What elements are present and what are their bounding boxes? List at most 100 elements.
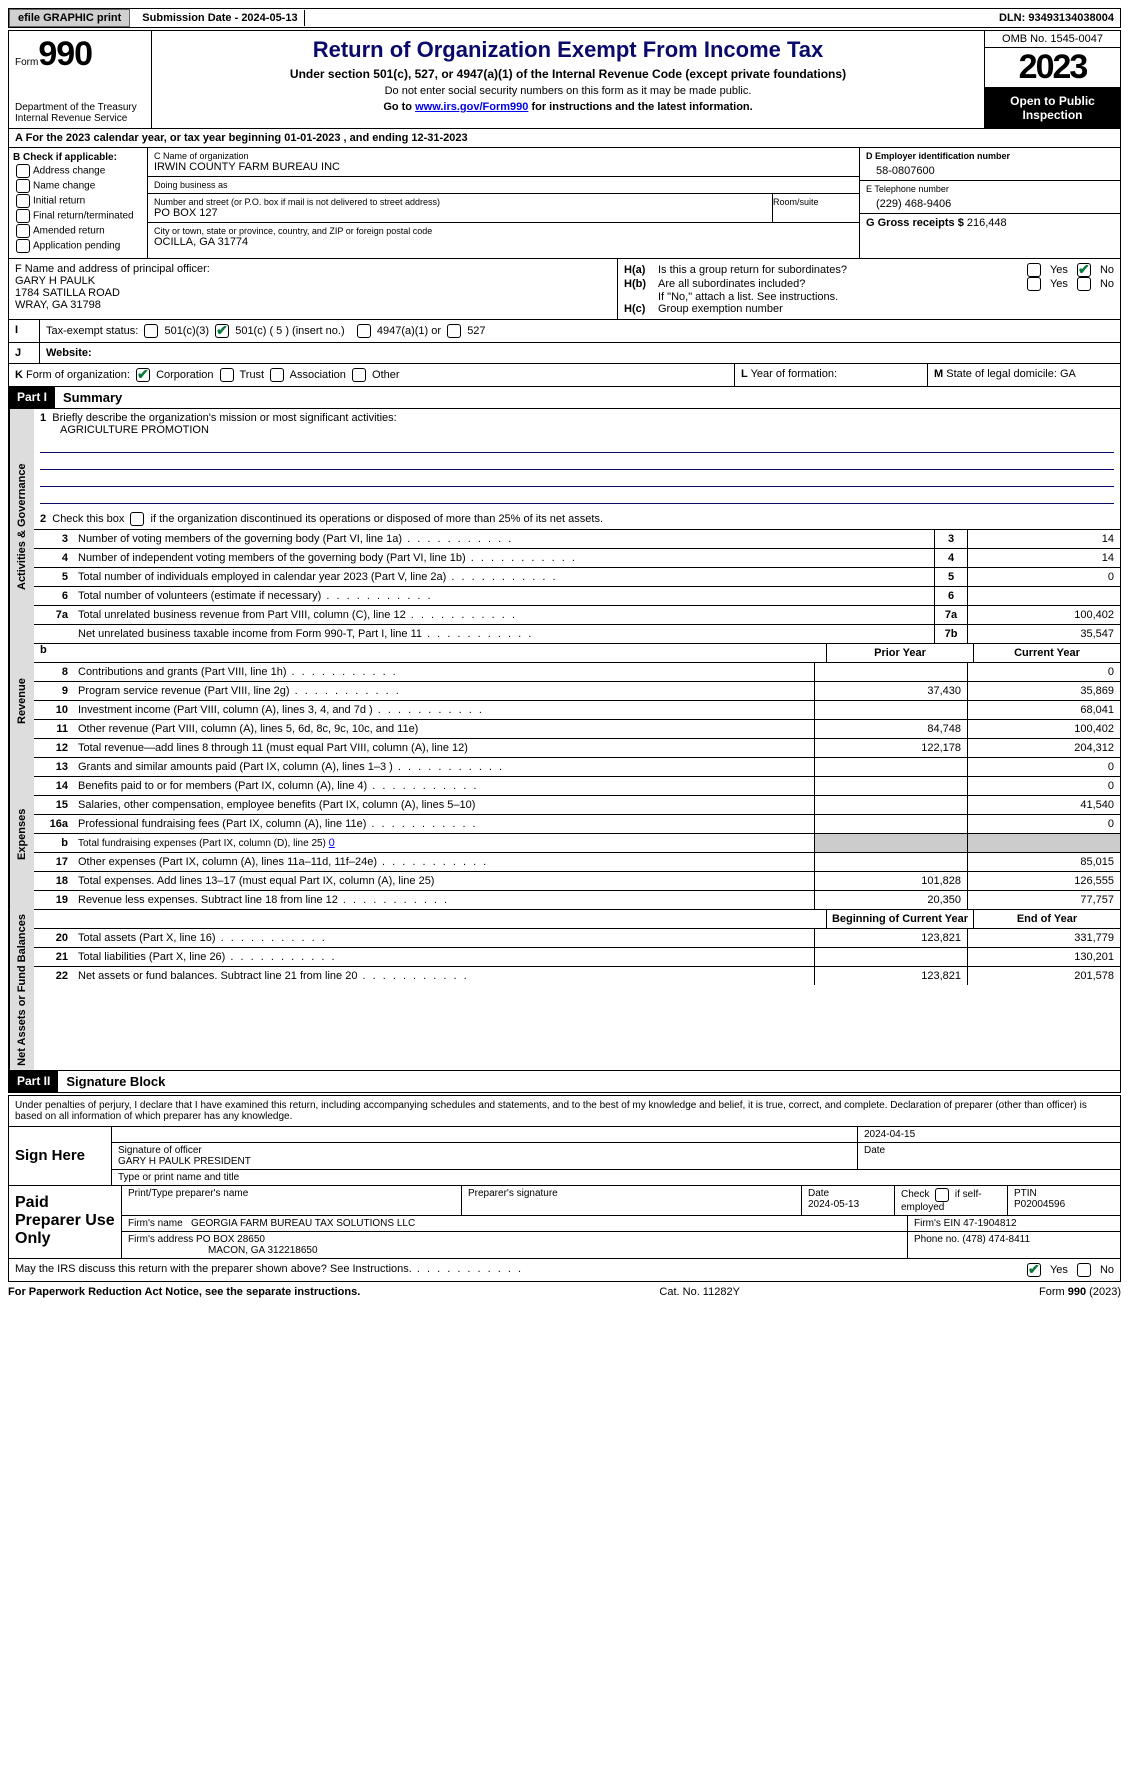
chk-name-change[interactable] bbox=[16, 179, 30, 193]
chk-501c[interactable] bbox=[215, 324, 229, 338]
vtab-netassets: Net Assets or Fund Balances bbox=[9, 910, 34, 1070]
line-a-mid: , and ending bbox=[340, 132, 411, 144]
hb-lbl: H(b) bbox=[624, 278, 658, 290]
firmaddr1: PO BOX 28650 bbox=[196, 1234, 265, 1245]
l7b: Net unrelated business taxable income fr… bbox=[74, 625, 934, 643]
psig-lbl: Preparer's signature bbox=[462, 1186, 802, 1215]
hc-lbl: H(c) bbox=[624, 303, 658, 315]
ha-yes: Yes bbox=[1050, 264, 1068, 276]
p13 bbox=[814, 758, 967, 776]
v4: 14 bbox=[967, 549, 1120, 567]
officer-sig: GARY H PAULK PRESIDENT bbox=[118, 1156, 251, 1167]
mission: AGRICULTURE PROMOTION bbox=[40, 424, 209, 436]
l15: Salaries, other compensation, employee b… bbox=[74, 796, 814, 814]
chk-app-pending[interactable] bbox=[16, 239, 30, 253]
irs-link[interactable]: www.irs.gov/Form990 bbox=[415, 101, 528, 113]
ptin: P02004596 bbox=[1014, 1199, 1065, 1210]
row-j: J Website: bbox=[8, 343, 1121, 364]
chk-discontinued[interactable] bbox=[130, 512, 144, 526]
discuss-text: May the IRS discuss this return with the… bbox=[15, 1263, 1024, 1277]
b-amend: Amended return bbox=[33, 226, 105, 237]
c-city-lbl: City or town, state or province, country… bbox=[154, 226, 853, 236]
k-trust: Trust bbox=[239, 369, 264, 381]
i-501c3: 501(c)(3) bbox=[164, 325, 209, 337]
l7a: Total unrelated business revenue from Pa… bbox=[74, 606, 934, 624]
col-prior: Prior Year bbox=[826, 644, 973, 662]
efile-print-button[interactable]: efile GRAPHIC print bbox=[9, 9, 130, 27]
tax-year: 2023 bbox=[985, 48, 1120, 88]
l13: Grants and similar amounts paid (Part IX… bbox=[74, 758, 814, 776]
part2-header: Part II Signature Block bbox=[8, 1071, 1121, 1093]
chk-4947[interactable] bbox=[357, 324, 371, 338]
l16b: Total fundraising expenses (Part IX, col… bbox=[78, 838, 329, 849]
b-addr: Address change bbox=[33, 166, 105, 177]
section-activities: Activities & Governance 1 Briefly descri… bbox=[8, 409, 1121, 644]
l21: Total liabilities (Part X, line 26) bbox=[74, 948, 814, 966]
l11: Other revenue (Part VIII, column (A), li… bbox=[74, 720, 814, 738]
p11: 84,748 bbox=[814, 720, 967, 738]
vtab-expenses: Expenses bbox=[9, 758, 34, 910]
m-val: GA bbox=[1060, 368, 1076, 380]
goto-post: for instructions and the latest informat… bbox=[528, 101, 752, 113]
form-subtitle: Under section 501(c), 527, or 4947(a)(1)… bbox=[158, 67, 978, 81]
form-header: Form990 Department of the Treasury Inter… bbox=[8, 30, 1121, 129]
block-bcd: B Check if applicable: Address change Na… bbox=[8, 148, 1121, 259]
k-assoc: Association bbox=[290, 369, 346, 381]
chk-trust[interactable] bbox=[220, 368, 234, 382]
i-501c: 501(c) ( 5 ) (insert no.) bbox=[235, 325, 344, 337]
chk-assoc[interactable] bbox=[270, 368, 284, 382]
chk-ha-yes[interactable] bbox=[1027, 263, 1041, 277]
pdate: 2024-05-13 bbox=[808, 1199, 859, 1210]
section-revenue: Revenue bPrior YearCurrent Year 8Contrib… bbox=[8, 644, 1121, 758]
ein: 58-0807600 bbox=[866, 161, 1114, 177]
f-lbl: F Name and address of principal officer: bbox=[15, 263, 611, 275]
l22: Net assets or fund balances. Subtract li… bbox=[74, 967, 814, 985]
type-lbl: Type or print name and title bbox=[112, 1170, 1120, 1185]
l4: Number of independent voting members of … bbox=[74, 549, 934, 567]
i-lbl: Tax-exempt status: bbox=[46, 325, 138, 337]
signature-block: Under penalties of perjury, I declare th… bbox=[8, 1095, 1121, 1282]
chk-self-employed[interactable] bbox=[935, 1188, 949, 1202]
sig-date: 2024-04-15 bbox=[858, 1127, 1120, 1142]
chk-final-return[interactable] bbox=[16, 209, 30, 223]
chk-hb-yes[interactable] bbox=[1027, 277, 1041, 291]
col-b: B Check if applicable: Address change Na… bbox=[9, 148, 148, 258]
p19: 20,350 bbox=[814, 891, 967, 909]
line-a: A For the 2023 calendar year, or tax yea… bbox=[8, 129, 1121, 148]
ha-text: Is this a group return for subordinates? bbox=[658, 264, 1024, 276]
hb-text: Are all subordinates included? bbox=[658, 278, 1024, 290]
firmein: 47-1904812 bbox=[963, 1218, 1016, 1229]
p10 bbox=[814, 701, 967, 719]
l20: Total assets (Part X, line 16) bbox=[74, 929, 814, 947]
section-expenses: Expenses 13Grants and similar amounts pa… bbox=[8, 758, 1121, 910]
col-c: C Name of organization IRWIN COUNTY FARM… bbox=[148, 148, 860, 258]
dept-treasury: Department of the Treasury Internal Reve… bbox=[15, 102, 145, 124]
dln: DLN: 93493134038004 bbox=[993, 10, 1120, 26]
gross-receipts: 216,448 bbox=[967, 217, 1007, 229]
hb-note: If "No," attach a list. See instructions… bbox=[624, 291, 1114, 303]
k-lbl: Form of organization: bbox=[26, 369, 130, 381]
chk-discuss-yes[interactable] bbox=[1027, 1263, 1041, 1277]
p20: 123,821 bbox=[814, 929, 967, 947]
l9: Program service revenue (Part VIII, line… bbox=[74, 682, 814, 700]
l16b-val[interactable]: 0 bbox=[329, 837, 335, 849]
p14 bbox=[814, 777, 967, 795]
chk-other[interactable] bbox=[352, 368, 366, 382]
v3: 14 bbox=[967, 530, 1120, 548]
chk-ha-no[interactable] bbox=[1077, 263, 1091, 277]
row-ij: I Tax-exempt status: 501(c)(3) 501(c) ( … bbox=[8, 320, 1121, 343]
chk-corp[interactable] bbox=[136, 368, 150, 382]
chk-527[interactable] bbox=[447, 324, 461, 338]
chk-address-change[interactable] bbox=[16, 164, 30, 178]
section-netassets: Net Assets or Fund Balances Beginning of… bbox=[8, 910, 1121, 1071]
c-dba-lbl: Doing business as bbox=[154, 180, 853, 190]
hc-text: Group exemption number bbox=[658, 303, 783, 315]
c16a: 0 bbox=[967, 815, 1120, 833]
chk-hb-no[interactable] bbox=[1077, 277, 1091, 291]
p9: 37,430 bbox=[814, 682, 967, 700]
chk-initial-return[interactable] bbox=[16, 194, 30, 208]
chk-amended[interactable] bbox=[16, 224, 30, 238]
chk-discuss-no[interactable] bbox=[1077, 1263, 1091, 1277]
c15: 41,540 bbox=[967, 796, 1120, 814]
chk-501c3[interactable] bbox=[144, 324, 158, 338]
